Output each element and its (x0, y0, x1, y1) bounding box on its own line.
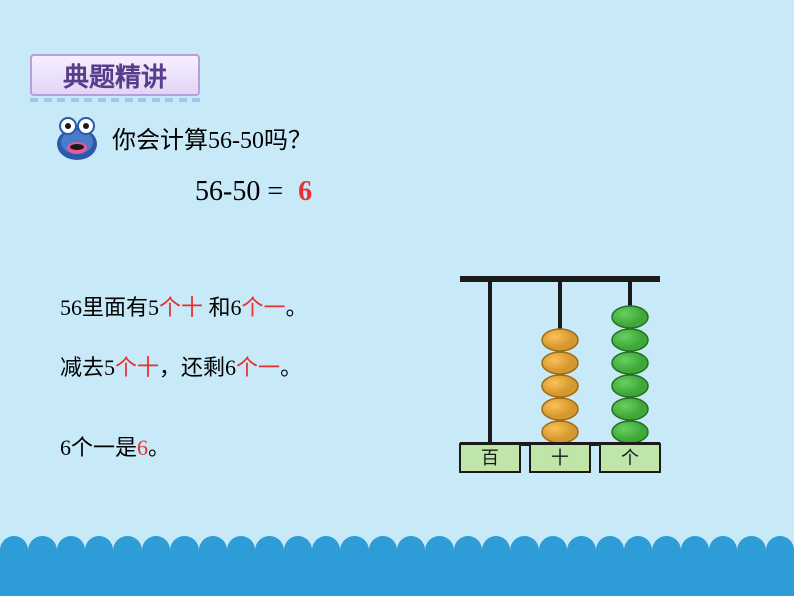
svg-text:百: 百 (481, 448, 499, 468)
equation-result: 6 (298, 176, 312, 207)
section-header: 典题精讲 (30, 54, 200, 96)
equation: 56-50 = 6 (195, 176, 312, 208)
svg-text:个: 个 (621, 448, 639, 468)
explanation-line-3: 6个一是6。 (60, 430, 170, 462)
svg-text:十: 十 (551, 448, 569, 468)
section-title: 典题精讲 (63, 57, 167, 94)
mascot-icon (50, 114, 104, 162)
header-underline (30, 98, 200, 102)
equation-expr: 56-50 = (195, 176, 283, 207)
bottom-bar (0, 566, 794, 596)
question-text: 你会计算56-50吗？ (112, 120, 312, 155)
explanation-line-2: 减去5个十，还剩6个一。 (60, 350, 302, 382)
wave-decoration (0, 536, 794, 566)
explanation-line-1: 56里面有5个十 和6个一。 (60, 290, 308, 322)
abacus-diagram: 百十个 (440, 268, 680, 476)
